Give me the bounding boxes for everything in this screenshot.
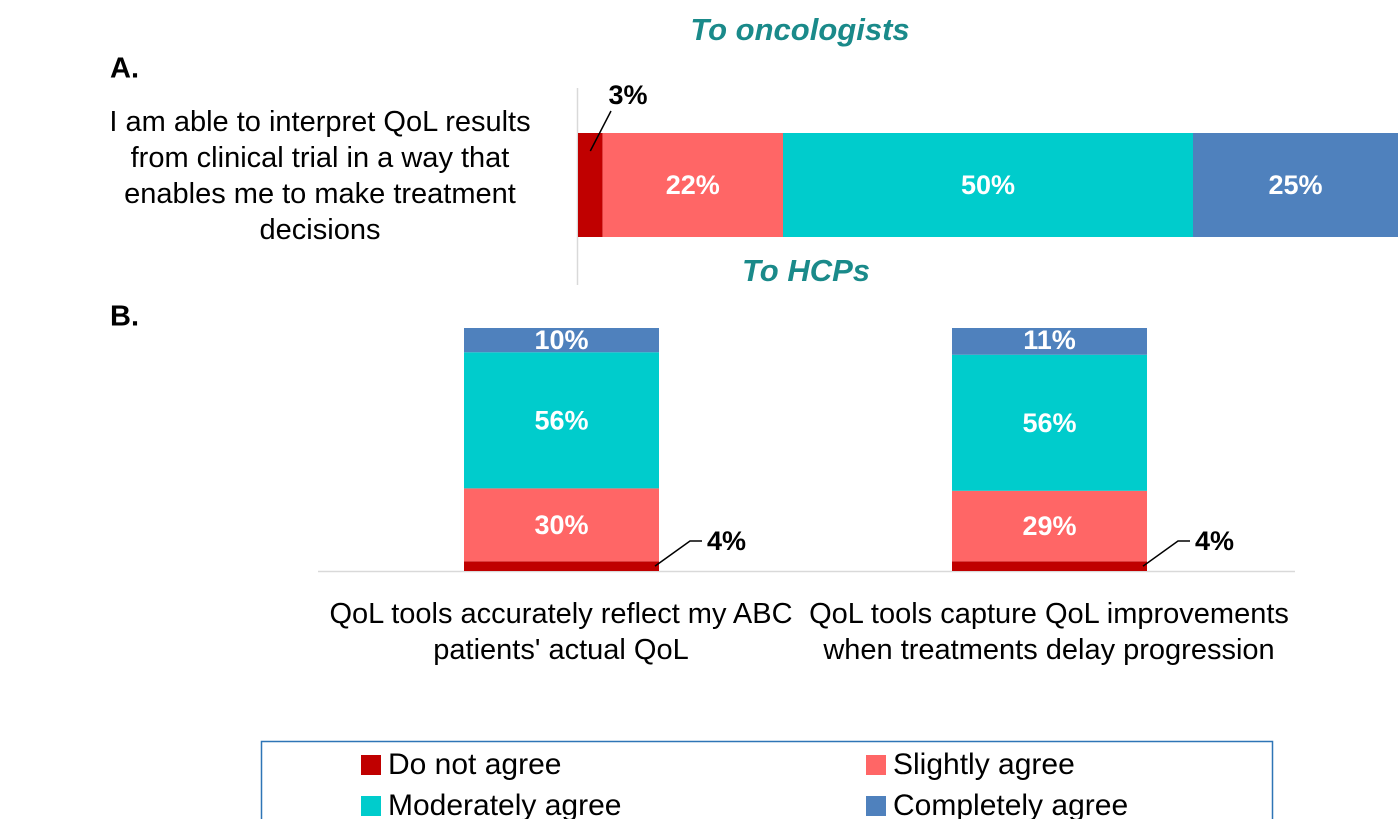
data-label: 22% [666, 170, 720, 200]
data-label: 10% [534, 325, 588, 355]
data-label: 30% [534, 510, 588, 540]
legend-box [260, 740, 1274, 819]
x-tick-label: QoL tools accurately reflect my ABC pati… [329, 598, 793, 666]
legend-label: Do not agree [388, 748, 561, 781]
bar-segment [952, 328, 1147, 355]
bar-segment [464, 328, 659, 353]
chart-title: To HCPs [742, 253, 870, 288]
data-label: 4% [707, 526, 746, 556]
legend-label: Completely agree [893, 789, 1128, 819]
data-label: 56% [1022, 408, 1076, 438]
legend-swatch [866, 796, 886, 816]
bar-segment [464, 488, 659, 562]
data-label: 3% [608, 80, 647, 110]
leader-line [1142, 540, 1190, 567]
panel-label: B. [110, 301, 139, 333]
bar-segment [952, 490, 1147, 562]
legend-label: Slightly agree [893, 748, 1075, 781]
bar-segment [952, 354, 1147, 491]
bar-segment [602, 133, 783, 237]
bar-segment [578, 133, 603, 237]
legend-label: Moderately agree [388, 789, 621, 819]
data-label: 25% [1268, 170, 1322, 200]
x-tick-label: QoL tools capture QoL improvements when … [809, 598, 1289, 666]
bar-segment [783, 133, 1193, 237]
category-label: I am able to interpret QoL results from … [109, 106, 531, 246]
bar-segment [1193, 133, 1398, 237]
data-label: 29% [1022, 511, 1076, 541]
panel-label: A. [110, 53, 139, 85]
legend-swatch [361, 796, 381, 816]
data-label: 11% [1023, 325, 1076, 355]
legend-swatch [866, 755, 886, 775]
leader-line [654, 540, 702, 567]
chart-title: To oncologists [690, 12, 909, 47]
legend-swatch [361, 755, 381, 775]
data-label: 56% [534, 405, 588, 435]
bar-segment [952, 561, 1147, 571]
bar-segment [464, 561, 659, 571]
bar-segment [464, 352, 659, 489]
data-label: 50% [961, 170, 1015, 200]
leader-line [589, 110, 612, 152]
data-label: 4% [1195, 526, 1234, 556]
